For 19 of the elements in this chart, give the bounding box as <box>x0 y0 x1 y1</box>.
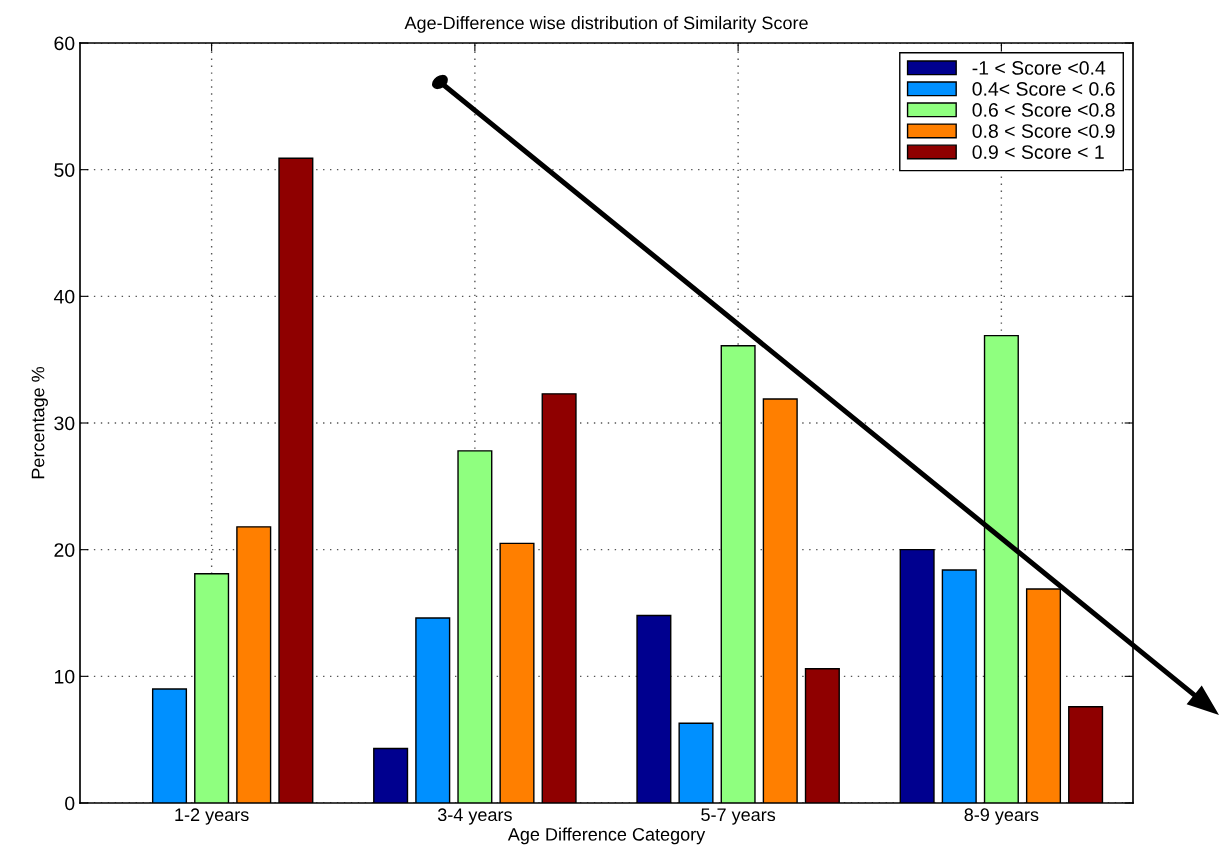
chart-title: Age-Difference wise distribution of Similarity Score <box>404 16 808 33</box>
y-tick-label: 0 <box>65 796 75 811</box>
y-tick-label: 50 <box>54 163 75 177</box>
legend-label: -1 < Score <0.4 <box>972 61 1106 75</box>
x-tick-label: 8-9 years <box>964 808 1039 825</box>
x-tick-label: 5-7 years <box>701 808 776 825</box>
x-axis-title: Age Difference Category <box>507 827 706 845</box>
legend-label: 0.6 < Score <0.8 <box>972 103 1115 117</box>
y-axis-title: Percentage % <box>31 366 48 479</box>
y-tick-label: 40 <box>53 289 75 304</box>
y-tick-label: 20 <box>54 543 75 557</box>
x-tick-label: 1-2 years <box>175 808 249 825</box>
legend-label: 0.4< Score < 0.6 <box>972 82 1115 96</box>
x-tick-label: 3-4 years <box>437 808 512 825</box>
y-tick-label: 60 <box>54 36 75 51</box>
legend-label: 0.8 < Score <0.9 <box>972 124 1115 138</box>
legend-label: 0.9 < Score < 1 <box>972 145 1104 159</box>
y-tick-label: 30 <box>54 416 75 431</box>
y-tick-label: 10 <box>55 669 75 684</box>
